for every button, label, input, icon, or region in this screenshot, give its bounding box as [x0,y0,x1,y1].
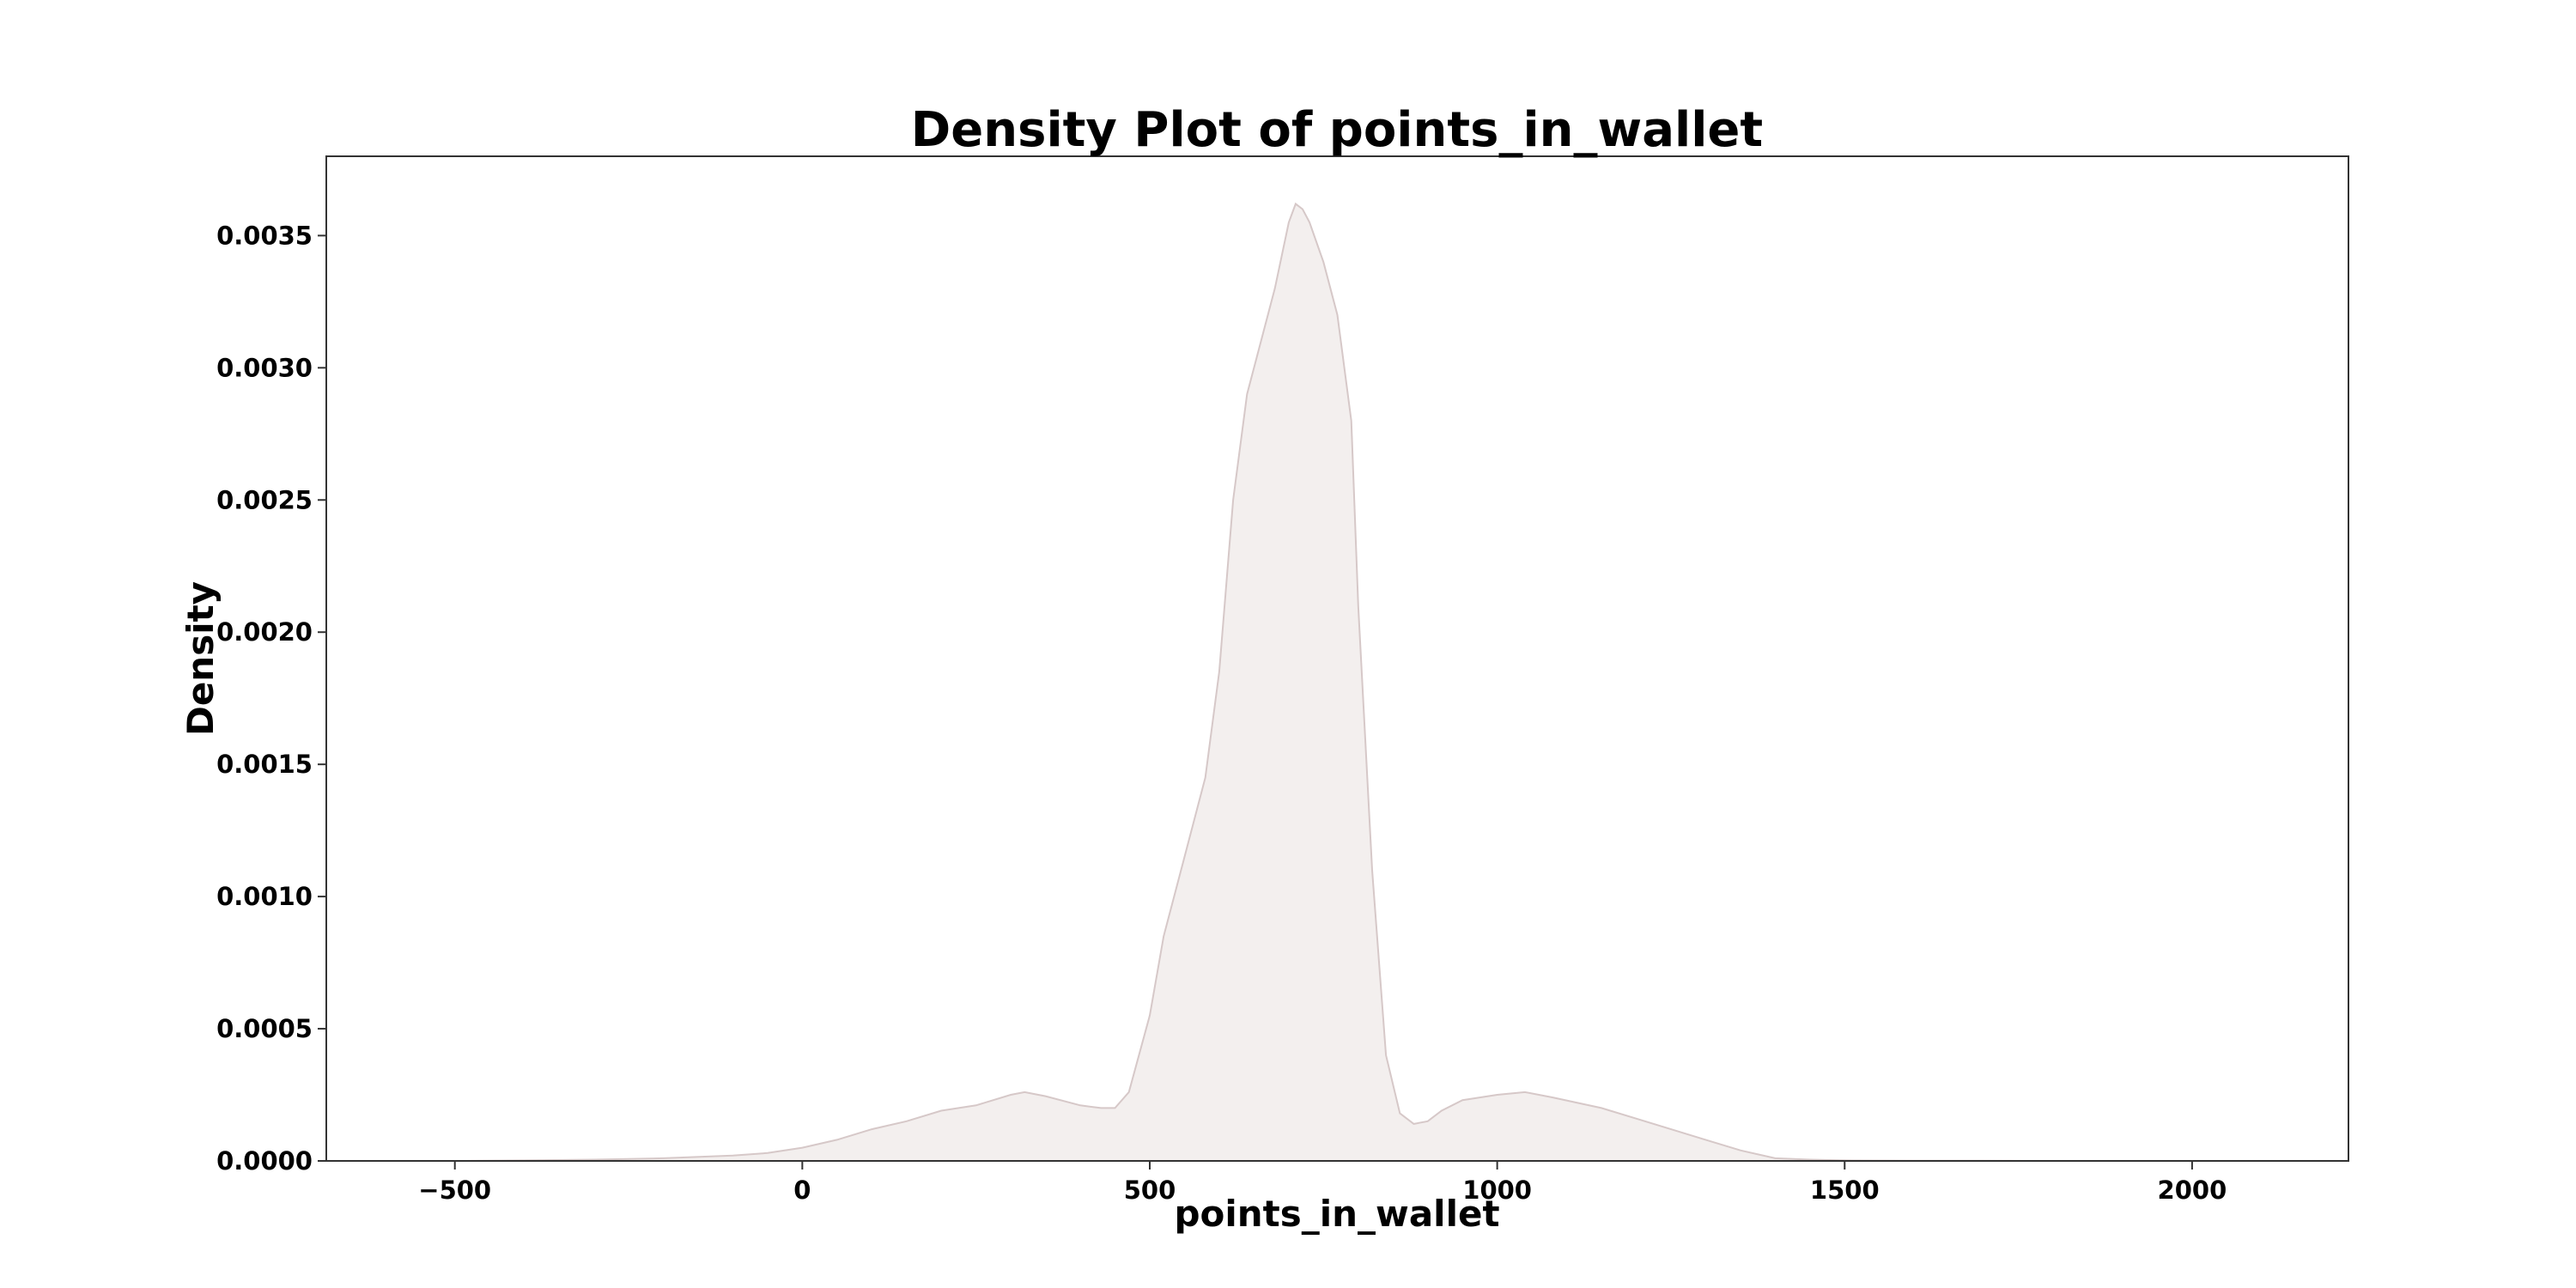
density-area [454,204,2262,1161]
chart-title: Density Plot of points_in_wallet [911,102,1763,158]
x-tick-label: −500 [418,1176,491,1205]
y-tick-label: 0.0035 [216,221,313,250]
plot-frame [325,155,2349,1162]
y-tick-label: 0.0030 [216,353,313,382]
x-tick-label: 1500 [1810,1176,1880,1205]
y-tick-label: 0.0020 [216,617,313,647]
x-axis-label: points_in_wallet [1174,1193,1499,1235]
x-tick-label: 2000 [2158,1176,2227,1205]
y-tick-label: 0.0000 [216,1146,313,1176]
axis-ticks: −500 0 500 1000 1500 2000 0.0000 0.0005 0.0010 0.… [216,221,2227,1205]
y-tick-label: 0.0015 [216,750,313,779]
y-tick-label: 0.0005 [216,1014,313,1043]
x-tick-label: 500 [1124,1176,1176,1205]
y-tick-label: 0.0010 [216,882,313,911]
y-axis-label: Density [179,581,222,736]
x-tick-label: 0 [793,1176,811,1205]
x-tick-label: 1000 [1462,1176,1532,1205]
y-tick-label: 0.0025 [216,485,313,514]
density-line [454,202,2262,1162]
